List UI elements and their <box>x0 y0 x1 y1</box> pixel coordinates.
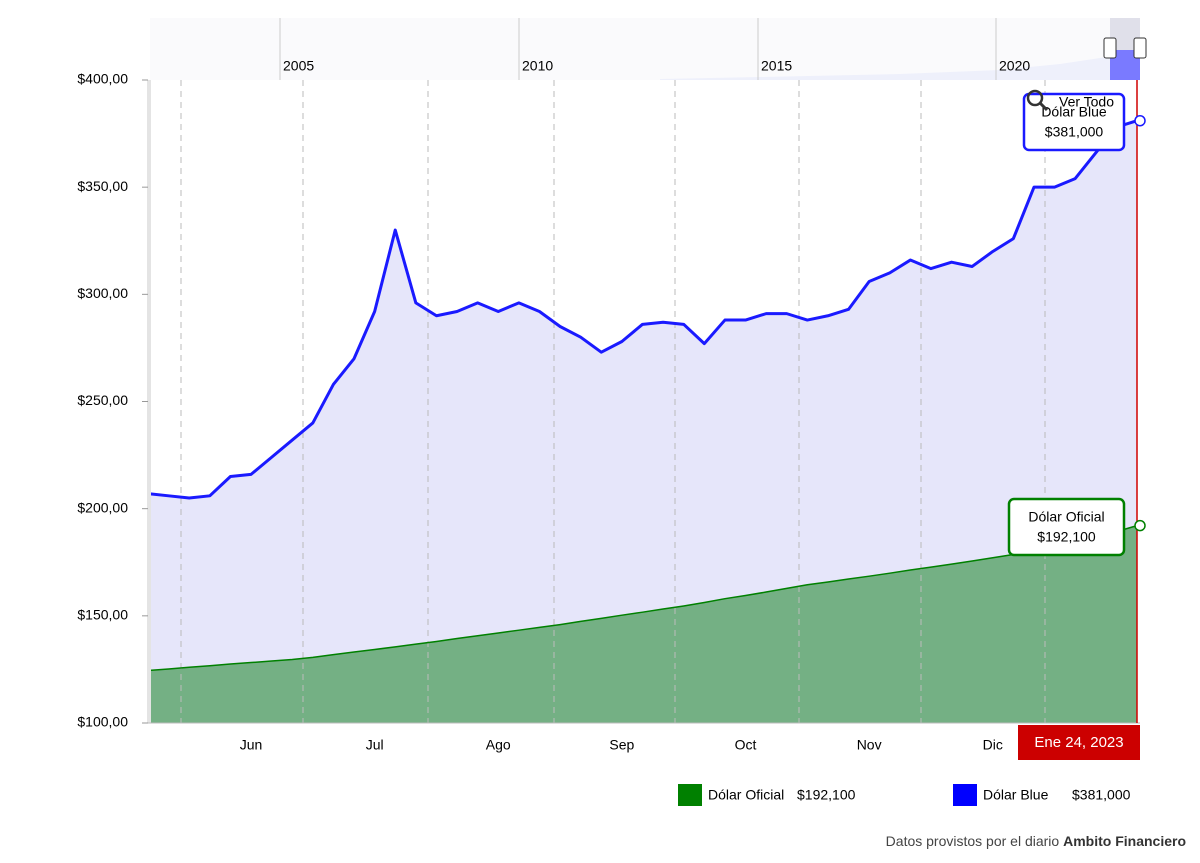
navigator-handle[interactable] <box>1103 37 1117 59</box>
point-marker <box>1134 114 1146 127</box>
navigator-area <box>660 52 1140 80</box>
legend-swatch <box>953 784 977 806</box>
y-tick-label: $100,00 <box>77 714 128 730</box>
y-tick-label: $350,00 <box>77 178 128 194</box>
navigator <box>150 18 1140 80</box>
point-marker <box>1134 519 1146 532</box>
x-tick-label: Jul <box>366 737 384 753</box>
zoom-icon-handle <box>1038 101 1049 112</box>
tooltip-name: Dólar Blue <box>1041 104 1107 120</box>
x-tick-label: Dic <box>983 737 1003 753</box>
tooltip-box <box>1022 92 1126 152</box>
navigator-handle[interactable] <box>1133 37 1147 59</box>
y-tick-label: $200,00 <box>77 499 128 515</box>
legend-value: $192,100 <box>797 787 856 803</box>
crosshair-label: Ene 24, 2023 <box>1034 734 1123 751</box>
y-tick-label: $250,00 <box>77 392 128 408</box>
y-tick-label: $150,00 <box>77 607 128 623</box>
navigator-label: 2015 <box>761 58 792 74</box>
y-tick-label: $400,00 <box>77 71 128 87</box>
navigator-label: 2005 <box>283 58 314 74</box>
source-text: Datos provistos por el diario <box>886 833 1060 849</box>
x-tick-label: Nov <box>857 737 882 753</box>
x-tick-label: Jun <box>240 737 263 753</box>
zoom-button[interactable]: Ver Todo <box>1059 94 1114 110</box>
tooltip-value: $192,100 <box>1037 529 1096 545</box>
navigator-label: 2020 <box>999 58 1030 74</box>
line <box>147 524 1138 672</box>
legend-swatch <box>678 784 702 806</box>
tooltip-name: Dólar Oficial <box>1028 509 1104 525</box>
tooltip-box <box>1007 497 1126 557</box>
y-tick-label: $300,00 <box>77 285 128 301</box>
y-axis-band <box>147 80 151 723</box>
x-tick-label: Sep <box>609 737 634 753</box>
legend-value: $381,000 <box>1072 787 1131 803</box>
line <box>147 119 1138 500</box>
navigator-label: 2010 <box>522 58 553 74</box>
legend-label: Dólar Blue <box>983 787 1049 803</box>
zoom-icon <box>1026 89 1044 107</box>
crosshair-label-box <box>1018 725 1140 760</box>
source-note: Datos provistos por el diario Ambito Fin… <box>886 833 1186 849</box>
source-name: Ambito Financiero <box>1063 833 1186 849</box>
x-tick-label: Ago <box>486 737 511 753</box>
tooltip-value: $381,000 <box>1045 124 1104 140</box>
legend-label: Dólar Oficial <box>708 787 784 803</box>
area-fill <box>148 525 1137 723</box>
x-tick-label: Oct <box>735 737 757 753</box>
